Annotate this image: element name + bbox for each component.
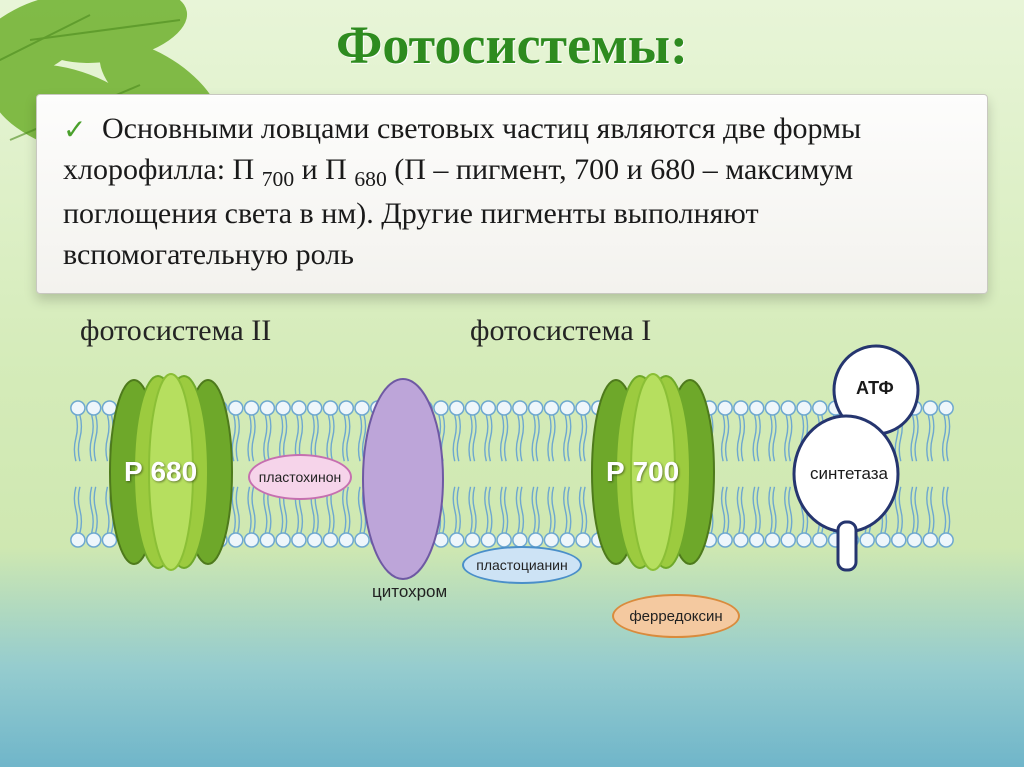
ferredoxin: ферредоксин [612, 594, 740, 638]
plastocyanin: пластоцианин [462, 546, 582, 584]
check-icon: ✓ [63, 115, 86, 146]
atp-synthase: АТФ синтетаза [788, 344, 928, 579]
cytochrome [360, 374, 446, 589]
label-atp: АТФ [856, 378, 894, 399]
para-sub1: 700 [262, 167, 294, 191]
label-p700: Р 700 [606, 456, 679, 488]
para-sub2: 680 [354, 167, 386, 191]
label-synthase: синтетаза [810, 464, 888, 484]
photosystem-1: Р 700 [588, 372, 718, 577]
page-title: Фотосистемы: [0, 0, 1024, 76]
membrane-diagram: фотосистема II фотосистема I Р 680 пласт… [40, 314, 984, 654]
para-mid: и П [302, 153, 347, 186]
label-p680: Р 680 [124, 456, 197, 488]
photosystem-2: Р 680 [106, 372, 236, 577]
plastoquinone: пластохинон [248, 454, 352, 500]
label-plastoquinone: пластохинон [259, 469, 342, 485]
heading-ps1: фотосистема I [470, 314, 651, 348]
heading-ps2: фотосистема II [80, 314, 271, 348]
label-plastocyanin: пластоцианин [476, 557, 568, 573]
label-ferredoxin: ферредоксин [629, 608, 722, 625]
description-box: ✓ Основными ловцами световых частиц явля… [36, 94, 988, 294]
